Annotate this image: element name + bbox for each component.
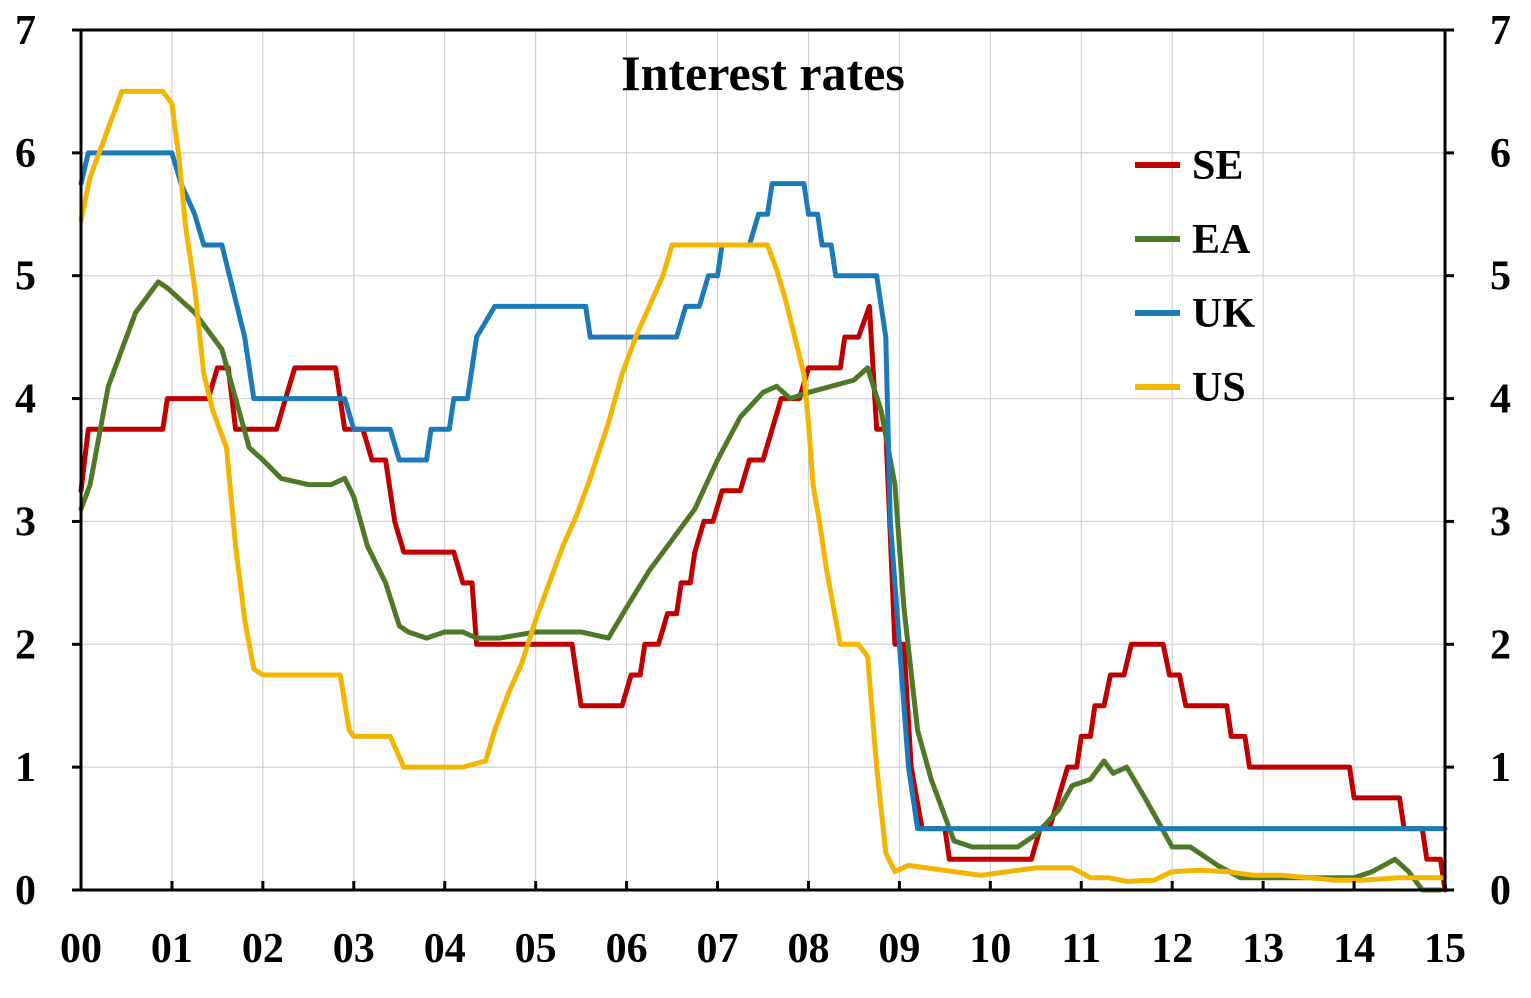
x-tick-label: 07 — [697, 926, 739, 972]
x-tick-label: 08 — [787, 926, 829, 972]
y-tick-label-right: 7 — [1490, 8, 1511, 54]
chart-title: Interest rates — [621, 45, 905, 101]
series-line-us — [78, 88, 1448, 884]
x-tick-label: 09 — [878, 926, 920, 972]
y-tick-label-right: 3 — [1490, 499, 1511, 545]
x-tick-label: 05 — [515, 926, 557, 972]
series-lines — [78, 88, 1448, 893]
legend: SE EA UK US — [1135, 143, 1255, 411]
y-tick-label-left: 0 — [15, 868, 36, 914]
y-tick-label-left: 4 — [15, 377, 36, 423]
x-tick-label: 00 — [60, 926, 102, 972]
plot-frame — [79, 28, 1447, 892]
y-tick-label-right: 2 — [1490, 622, 1511, 668]
series-line-uk — [78, 150, 1448, 832]
x-tick-label: 13 — [1242, 926, 1284, 972]
x-tick-label: 10 — [969, 926, 1011, 972]
y-tick-label-left: 7 — [15, 8, 36, 54]
y-tick-label-right: 6 — [1490, 131, 1511, 177]
x-tick-label: 06 — [606, 926, 648, 972]
x-tick-label: 14 — [1333, 926, 1375, 972]
x-tick-label: 01 — [151, 926, 193, 972]
y-tick-label-left: 6 — [15, 131, 36, 177]
x-tick-label: 15 — [1424, 926, 1466, 972]
legend-label-us: US — [1192, 365, 1246, 411]
x-tick-label: 02 — [242, 926, 284, 972]
y-tick-label-left: 2 — [15, 622, 36, 668]
x-tick-label: 11 — [1061, 926, 1101, 972]
x-tick-label: 04 — [424, 926, 466, 972]
y-tick-label-right: 4 — [1490, 377, 1511, 423]
y-tick-label-left: 1 — [15, 745, 36, 791]
legend-label-ea: EA — [1192, 217, 1251, 263]
y-tick-label-right: 5 — [1490, 254, 1511, 300]
y-tick-label-left: 3 — [15, 499, 36, 545]
axis-ticks: 0 01 12 23 34 45 56 67 700 01 02 03 04 05 06 07 08 09 10 11… — [15, 8, 1511, 972]
y-tick-label-right: 1 — [1490, 745, 1511, 791]
legend-label-uk: UK — [1192, 291, 1255, 337]
y-tick-label-left: 5 — [15, 254, 36, 300]
y-tick-label-right: 0 — [1490, 868, 1511, 914]
legend-label-se: SE — [1192, 143, 1243, 189]
x-tick-label: 03 — [333, 926, 375, 972]
series-line-ea — [78, 279, 1443, 893]
x-tick-label: 12 — [1151, 926, 1193, 972]
series-line-se — [78, 303, 1448, 893]
